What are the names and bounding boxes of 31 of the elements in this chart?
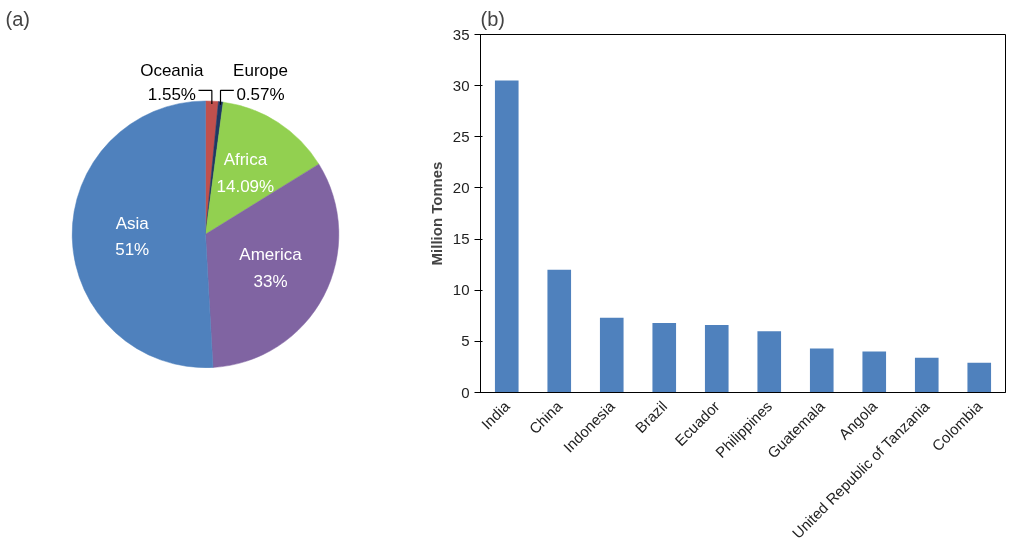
data-label: 14.09% [216, 176, 275, 196]
slice-label: Asia [115, 213, 150, 233]
bar [914, 357, 939, 393]
bar [757, 331, 782, 393]
slice-label: Africa [223, 150, 268, 169]
bar [862, 351, 887, 393]
y-tick-label: 15 [452, 230, 470, 248]
bar [494, 80, 519, 393]
bar [547, 269, 572, 393]
slice-label: America [239, 245, 303, 265]
chart-title: (b) [480, 7, 505, 30]
data-label: 33% [253, 271, 288, 291]
bar [967, 362, 992, 393]
bar [599, 317, 624, 393]
y-axis-title: Million Tonnes [427, 161, 445, 266]
slice-label: Oceania [140, 60, 205, 80]
bar [809, 348, 834, 393]
bar [704, 324, 729, 393]
y-tick-label: 5 [461, 332, 470, 350]
y-tick-label: 25 [452, 127, 470, 145]
data-label: 51% [115, 240, 150, 260]
bar [652, 322, 677, 393]
slice-label: Europe [233, 60, 288, 80]
data-label: 1.55% [147, 84, 196, 104]
y-tick-label: 10 [452, 281, 470, 299]
y-tick-label: 0 [461, 383, 470, 401]
chart-title: (a) [5, 7, 30, 30]
y-tick-label: 30 [452, 76, 470, 94]
data-label: 0.57% [236, 84, 285, 104]
y-tick-label: 20 [452, 178, 470, 196]
y-tick-label: 35 [452, 25, 470, 43]
